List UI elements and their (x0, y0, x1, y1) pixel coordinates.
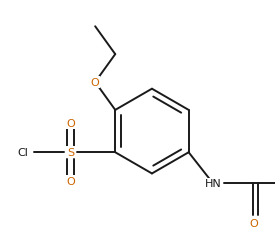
Text: O: O (249, 218, 258, 228)
Text: S: S (67, 148, 74, 158)
Text: HN: HN (205, 179, 222, 189)
Text: O: O (91, 78, 100, 88)
Text: O: O (66, 119, 75, 129)
Text: O: O (66, 177, 75, 186)
Text: Cl: Cl (17, 148, 28, 158)
